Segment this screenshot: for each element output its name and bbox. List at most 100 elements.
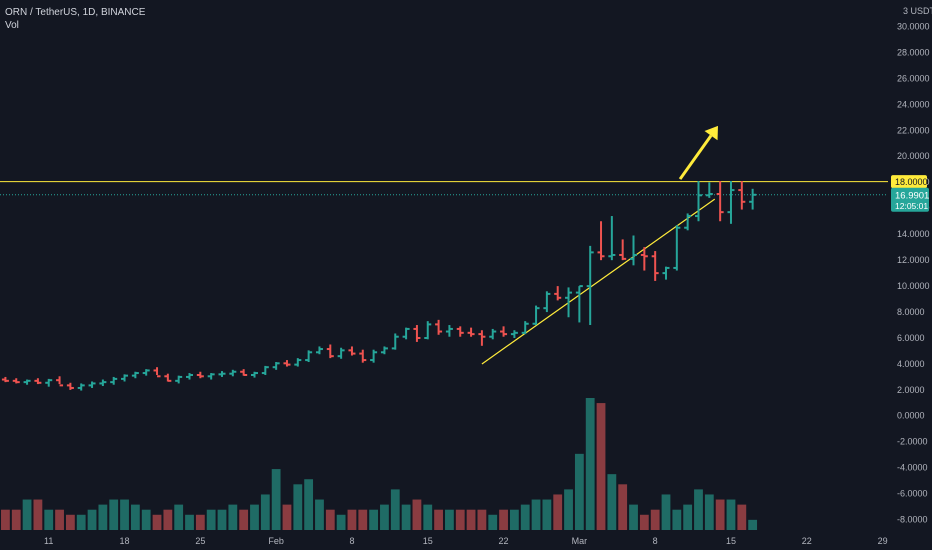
volume-bar [282, 504, 292, 530]
price-tick-label: 12.0000 [897, 255, 930, 265]
time-tick-label: 15 [726, 536, 736, 546]
volume-bars [1, 398, 758, 530]
ohlc-bar [66, 382, 74, 390]
chart-legend: ORN / TetherUS, 1D, BINANCE Vol [5, 6, 145, 32]
volume-bar [271, 469, 281, 530]
volume-bar [260, 494, 270, 530]
price-tick-label: 14.0000 [897, 229, 930, 239]
ohlc-bar [121, 374, 129, 382]
price-tick-label: 22.0000 [897, 125, 930, 135]
ohlc-bar [738, 181, 746, 210]
ohlc-bar [424, 321, 432, 340]
ohlc-bar [153, 367, 161, 378]
ohlc-bar [489, 328, 497, 340]
volume-bar [141, 509, 151, 530]
ohlc-bar [131, 371, 139, 379]
ohlc-bar [662, 266, 670, 280]
volume-bar [98, 504, 108, 530]
volume-bar [629, 504, 638, 530]
current-price-badge [891, 187, 929, 212]
volume-bar [737, 504, 747, 530]
volume-bar [163, 509, 173, 530]
symbol-title[interactable]: ORN / TetherUS, 1D, BINANCE [5, 7, 146, 18]
price-tick-label: -6.0000 [897, 489, 928, 499]
volume-bar [325, 509, 335, 530]
ohlc-bar [694, 181, 702, 222]
ohlc-bar [565, 287, 573, 318]
ohlc-bar [521, 321, 529, 335]
ohlc-bar [435, 319, 443, 335]
time-tick-label: 8 [653, 536, 658, 546]
ohlc-bar [45, 378, 53, 387]
volume-bar [564, 489, 573, 530]
ohlc-bar [630, 235, 638, 266]
ohlc-bar [283, 360, 291, 367]
volume-bar [304, 479, 314, 530]
price-tick-label: 24.0000 [897, 99, 930, 109]
volume-bar [639, 514, 649, 530]
resistance-badge-label: 18.0000 [895, 177, 928, 187]
ohlc-bar [705, 182, 713, 198]
volume-bar [336, 514, 346, 530]
price-tick-label: 0.0000 [897, 411, 925, 421]
time-axis[interactable]: 11 18 25 Feb 8 15 22 Mar 8 15 22 29 [44, 536, 888, 546]
volume-bar [76, 514, 86, 530]
drawing-arrow[interactable] [678, 125, 718, 180]
volume-bar [661, 494, 671, 530]
ohlc-bar [716, 181, 724, 222]
ohlc-bar [348, 346, 356, 356]
volume-bar [618, 484, 628, 530]
price-tick-label: 8.0000 [897, 307, 925, 317]
volume-bar [228, 504, 238, 530]
volume-bar [1, 509, 10, 530]
volume-bar [694, 489, 703, 530]
volume-bar [704, 494, 714, 530]
volume-bar [520, 504, 530, 530]
arrow-head[interactable] [704, 125, 718, 141]
volume-bar [434, 509, 443, 530]
time-tick-label: 22 [802, 536, 812, 546]
ohlc-bar [478, 330, 486, 346]
volume-bar [445, 509, 454, 530]
ohlc-bar [186, 373, 194, 380]
volume-bar [715, 499, 725, 530]
volume-bar [412, 499, 422, 530]
volume-bar [109, 499, 119, 530]
volume-bar [195, 514, 205, 530]
volume-bar [130, 504, 140, 530]
ohlc-bar [175, 375, 183, 384]
ohlc-bar [229, 369, 237, 377]
ohlc-bar [240, 369, 248, 376]
ohlc-bar [56, 376, 64, 387]
time-tick-label: 8 [349, 536, 354, 546]
price-level-lines [0, 181, 888, 196]
ohlc-bar [684, 213, 692, 231]
volume-bar [120, 499, 129, 530]
price-tick-label: 10.0000 [897, 281, 930, 291]
ohlc-bar [532, 305, 540, 326]
volume-bar [347, 509, 357, 530]
ohlc-bar [77, 383, 85, 391]
volume-label[interactable]: Vol [5, 20, 19, 31]
volume-bar [22, 499, 32, 530]
ohlc-bar [99, 379, 107, 387]
ohlc-bar [23, 379, 31, 385]
resistance-badge [891, 175, 927, 189]
volume-bar [11, 509, 21, 530]
ohlc-bar [218, 371, 226, 377]
ohlc-bar [543, 291, 551, 313]
volume-bar [185, 514, 194, 530]
ohlc-bar [586, 245, 594, 326]
volume-bar [293, 484, 303, 530]
ohlc-bar [12, 378, 20, 384]
volume-bar [33, 499, 43, 530]
ohlc-bar [445, 325, 453, 337]
arrow-shaft[interactable] [678, 134, 713, 180]
time-tick-label: 29 [878, 536, 888, 546]
ohlc-bar [337, 347, 345, 359]
volume-bar [509, 509, 519, 530]
volume-bar [650, 509, 660, 530]
ohlc-bar [456, 326, 464, 337]
